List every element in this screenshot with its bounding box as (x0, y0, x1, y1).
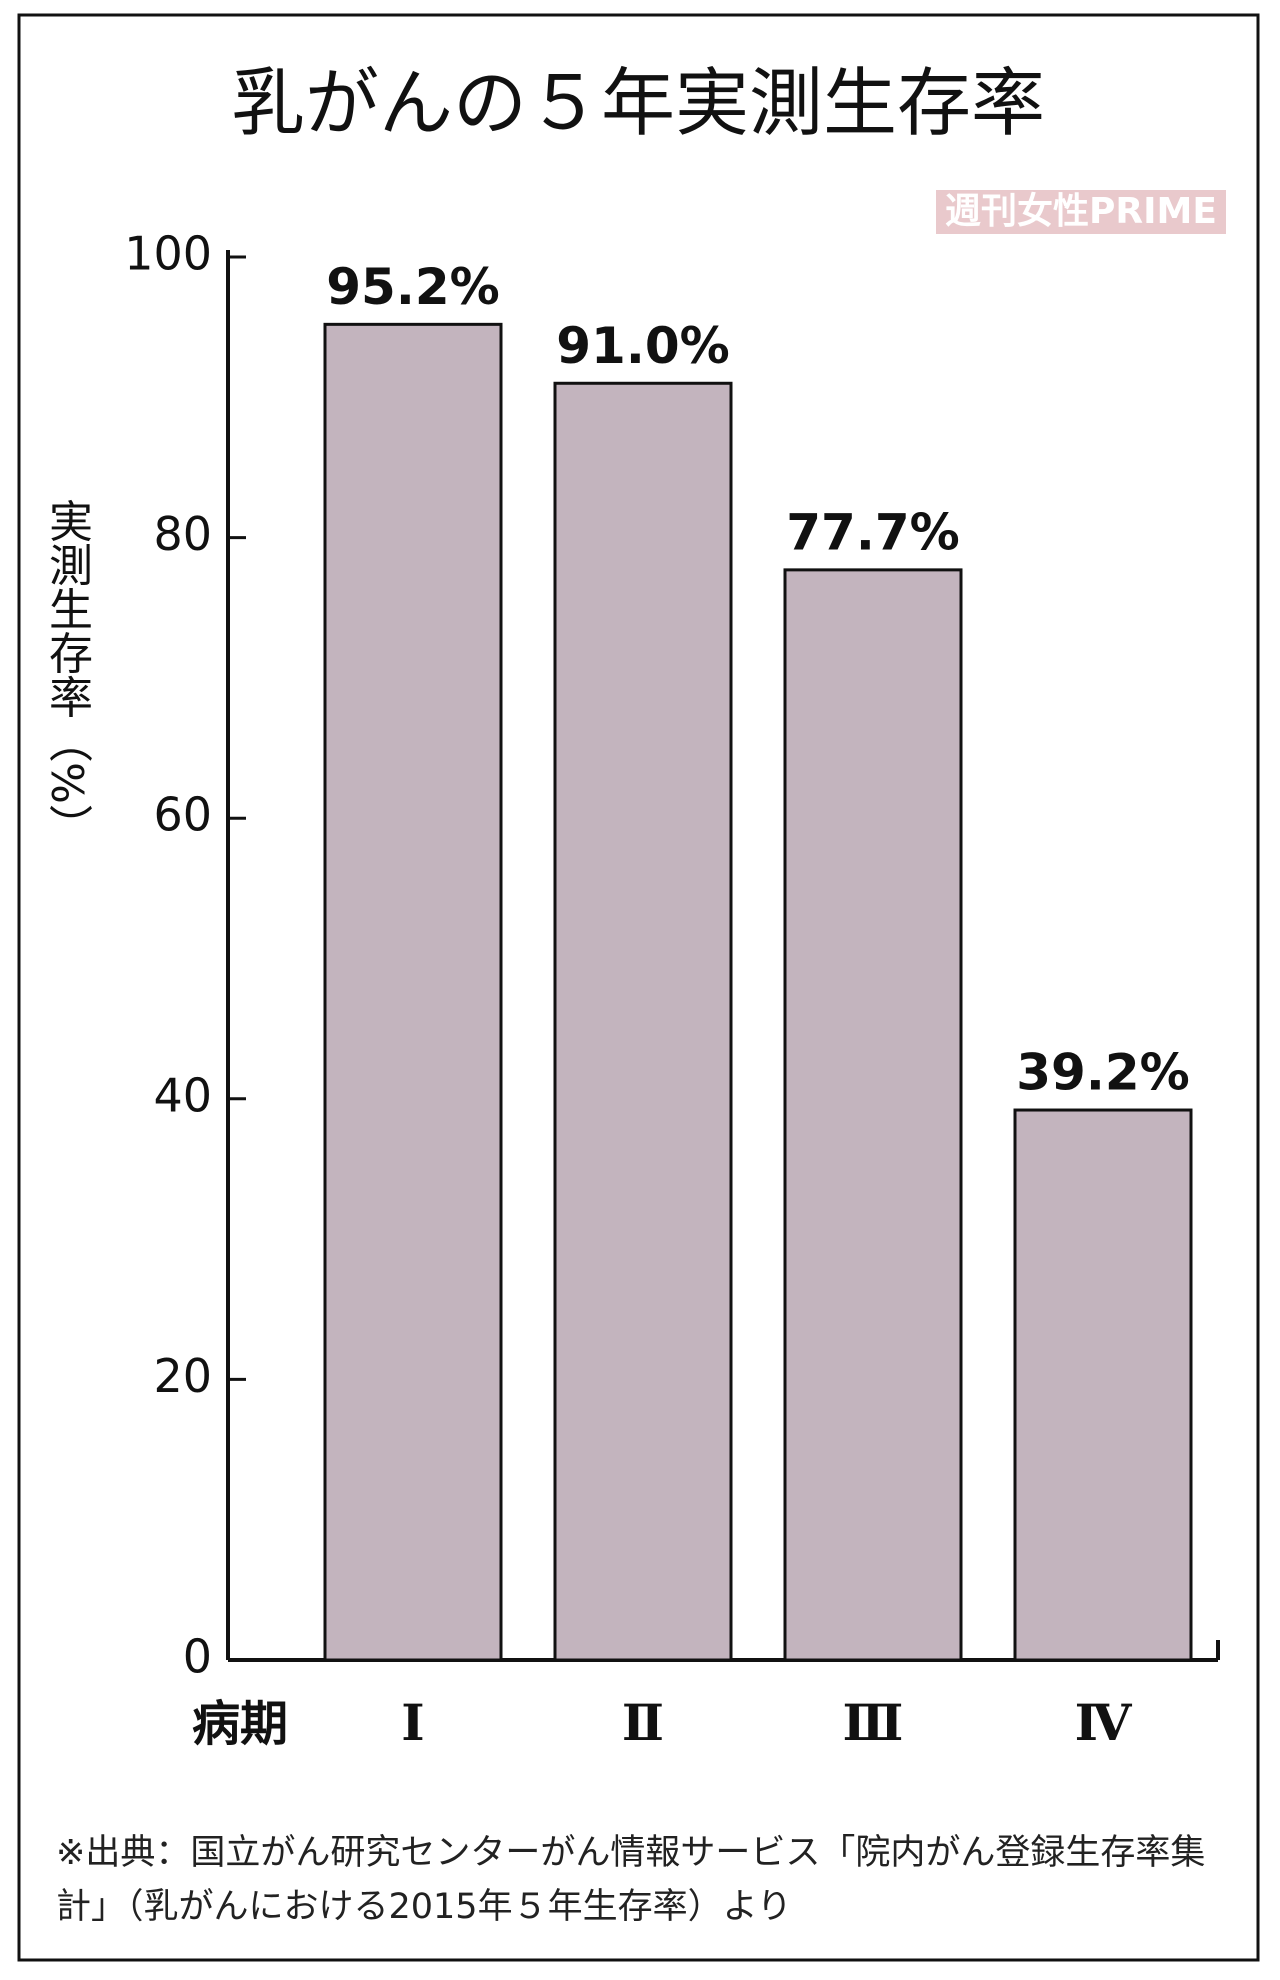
y-tick-label: 100 (124, 227, 212, 281)
value-label: 91.0% (556, 317, 729, 375)
value-label: 95.2% (326, 258, 499, 316)
x-tick-label: Ⅳ (1075, 1693, 1133, 1752)
x-axis-label: 病期 (192, 1696, 288, 1752)
bar (555, 383, 731, 1660)
chart-title: 乳がんの５年実測生存率 (231, 61, 1045, 147)
y-tick-label: 0 (183, 1630, 212, 1684)
x-tick-label: Ⅱ (622, 1693, 664, 1752)
y-axis-label: 実測生存率（%） (41, 498, 92, 848)
y-tick-label: 60 (153, 788, 212, 842)
y-tick-label: 80 (153, 507, 212, 561)
bar (785, 570, 961, 1660)
y-tick-label: 20 (153, 1349, 212, 1403)
y-tick-label: 40 (153, 1068, 212, 1122)
x-tick-label: Ⅰ (401, 1693, 424, 1752)
bar (325, 324, 501, 1660)
x-tick-label: Ⅲ (843, 1693, 904, 1752)
value-label: 77.7% (786, 503, 959, 561)
watermark: 週刊女性PRIME (945, 191, 1217, 232)
source-note: ※出典：国立がん研究センターがん情報サービス「院内がん登録生存率集計」（乳がんに… (56, 1826, 1226, 1934)
bar (1015, 1110, 1191, 1660)
value-label: 39.2% (1016, 1044, 1189, 1102)
